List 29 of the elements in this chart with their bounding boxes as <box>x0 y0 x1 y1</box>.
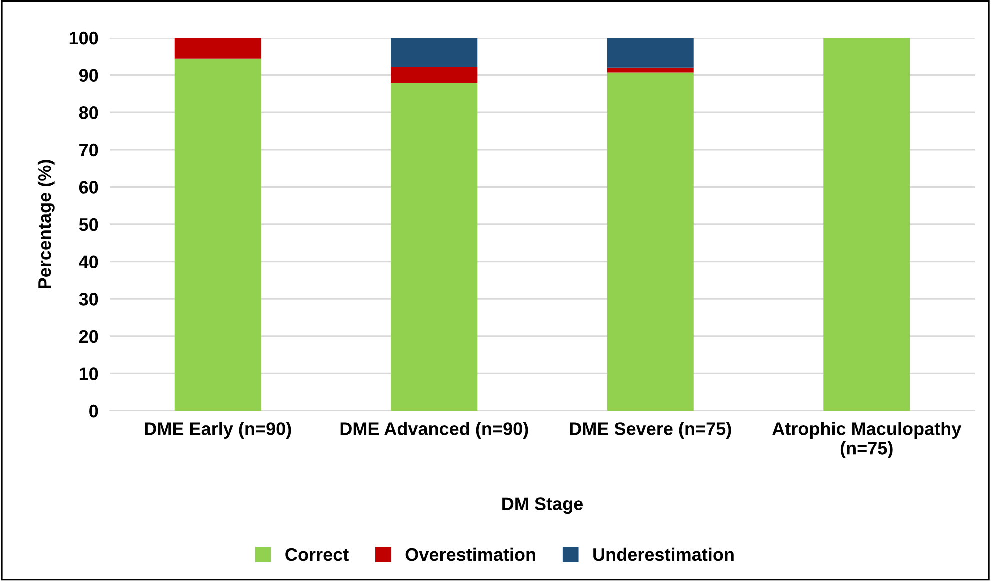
y-tick-label: 70 <box>80 144 98 157</box>
bar <box>174 38 262 59</box>
y-tick-label: 50 <box>79 218 98 232</box>
y-tick-label: 60 <box>79 181 98 194</box>
y-tick-label: 0 <box>90 404 98 418</box>
y-tick-label: 10 <box>80 368 98 380</box>
x-tick-label: DME Advanced (n=90) <box>340 422 528 439</box>
bar <box>391 67 478 84</box>
x-tick-label: DME Severe (n=75) <box>570 422 732 439</box>
bar <box>174 58 262 411</box>
bar <box>391 38 478 68</box>
legend-label: Underestimation <box>594 548 734 562</box>
y-tick-label: 20 <box>79 330 98 344</box>
x-axis-title: DM Stage <box>502 498 584 514</box>
bar <box>607 38 694 68</box>
bar <box>607 68 694 73</box>
y-tick-label: 30 <box>79 293 98 306</box>
y-tick-label: 80 <box>79 106 98 120</box>
x-tick-label: DME Early (n=90) <box>145 422 292 439</box>
y-tick-label: 40 <box>79 256 98 269</box>
bar <box>824 38 910 411</box>
x-tick-label: Atrophic Maculopathy (n=75) <box>772 422 962 458</box>
y-tick-label: 100 <box>70 32 98 45</box>
bar <box>391 84 478 411</box>
legend-label: Correct <box>286 548 349 562</box>
y-axis-title: Percentage (%) <box>38 160 55 289</box>
y-tick-label: 90 <box>79 69 98 82</box>
legend-label: Overestimation <box>406 548 536 562</box>
bar <box>607 72 694 411</box>
